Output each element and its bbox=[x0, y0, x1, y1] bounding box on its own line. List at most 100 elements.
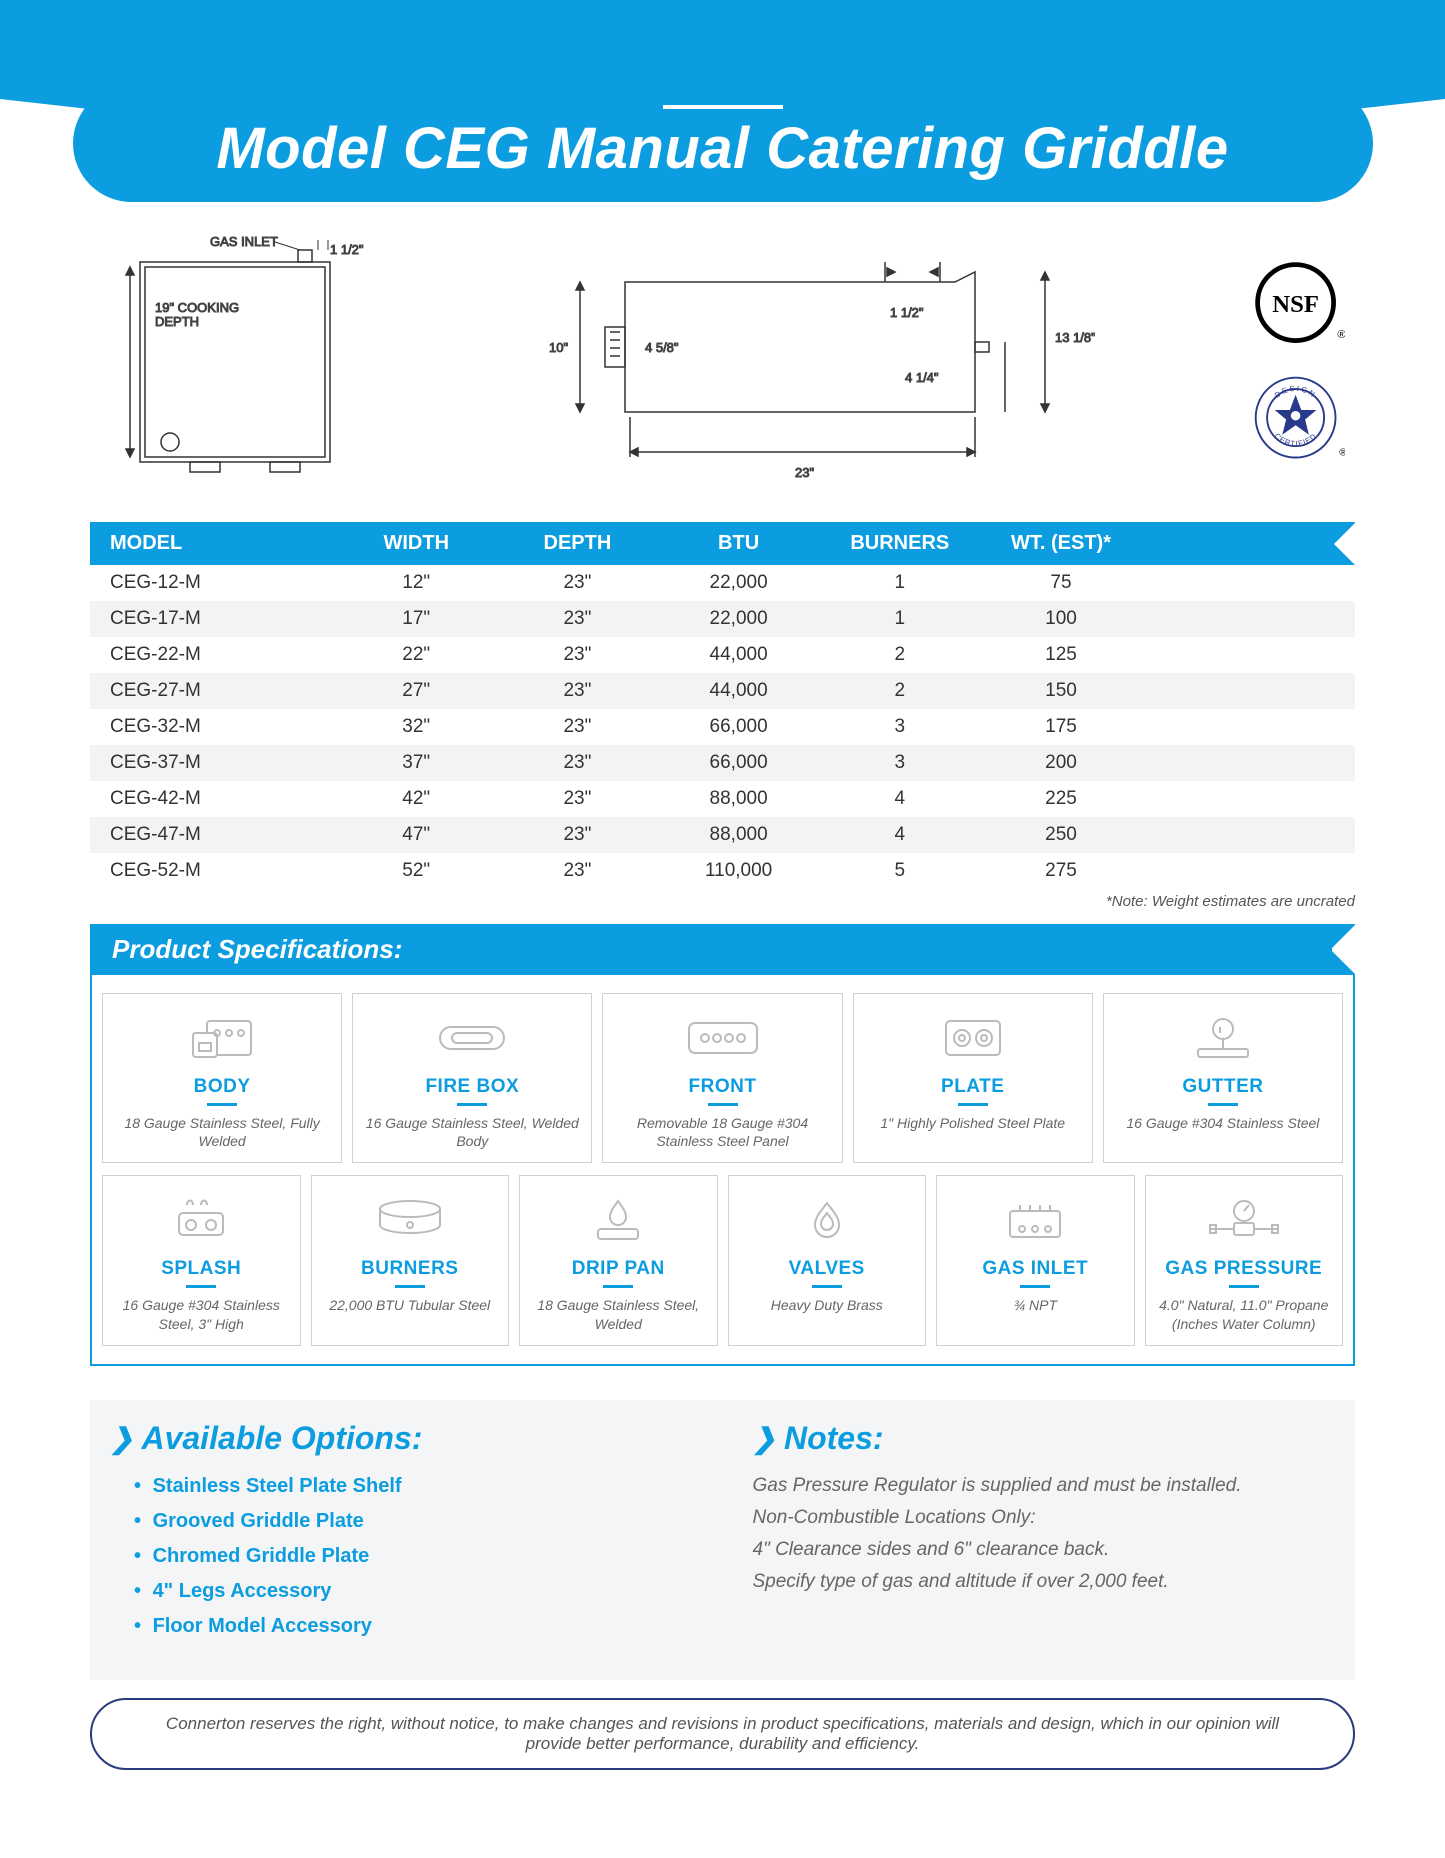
diagram-row: GAS INLET 1 1/2" 19" COOKING DEPTH bbox=[0, 202, 1445, 512]
table-cell: 66,000 bbox=[658, 752, 819, 774]
spec-underline bbox=[958, 1103, 988, 1106]
table-cell: 4 bbox=[819, 788, 980, 810]
csa-badge-icon: DESIGN CERTIFIED ® bbox=[1250, 372, 1345, 467]
spec-underline bbox=[1020, 1285, 1050, 1288]
model-table: MODEL WIDTH DEPTH BTU BURNERS WT. (EST)*… bbox=[90, 522, 1355, 889]
spec-title: BODY bbox=[194, 1076, 251, 1098]
table-cell: CEG-27-M bbox=[110, 680, 336, 702]
spec-desc: 16 Gauge #304 Stainless Steel, 3" High bbox=[111, 1296, 292, 1332]
svg-text:®: ® bbox=[1339, 448, 1345, 459]
table-cell: 47" bbox=[336, 824, 497, 846]
certifications: NSF ® DESIGN CERTIFIED ® bbox=[1250, 257, 1345, 467]
spec-card: FIRE BOX16 Gauge Stainless Steel, Welded… bbox=[352, 993, 592, 1163]
spec-icon bbox=[588, 1190, 648, 1250]
spec-underline bbox=[812, 1285, 842, 1288]
side-height: 10" bbox=[549, 340, 568, 355]
table-cell: 2 bbox=[819, 644, 980, 666]
spec-desc: Removable 18 Gauge #304 Stainless Steel … bbox=[611, 1114, 833, 1150]
spec-title: SPLASH bbox=[161, 1258, 241, 1280]
spec-card: GAS PRESSURE4.0" Natural, 11.0" Propane … bbox=[1145, 1175, 1344, 1345]
spec-underline bbox=[457, 1103, 487, 1106]
table-cell: 52" bbox=[336, 860, 497, 882]
note-item: 4" Clearance sides and 6" clearance back… bbox=[753, 1539, 1336, 1561]
spec-title: GAS PRESSURE bbox=[1165, 1258, 1322, 1280]
top-view-diagram: GAS INLET 1 1/2" 19" COOKING DEPTH bbox=[100, 232, 380, 492]
notes-heading: ❯Notes: bbox=[753, 1420, 1336, 1457]
spec-desc: Heavy Duty Brass bbox=[771, 1296, 883, 1314]
disclaimer: Connerton reserves the right, without no… bbox=[90, 1698, 1355, 1770]
table-cell: CEG-32-M bbox=[110, 716, 336, 738]
cooking-depth-2: DEPTH bbox=[155, 314, 199, 329]
table-cell: CEG-47-M bbox=[110, 824, 336, 846]
table-cell: 3 bbox=[819, 752, 980, 774]
table-row: CEG-42-M42"23"88,0004225 bbox=[90, 781, 1355, 817]
spec-title: FIRE BOX bbox=[425, 1076, 519, 1098]
table-cell: 23" bbox=[497, 752, 658, 774]
table-cell: 275 bbox=[980, 860, 1141, 882]
table-row: CEG-32-M32"23"66,0003175 bbox=[90, 709, 1355, 745]
table-row: CEG-22-M22"23"44,0002125 bbox=[90, 637, 1355, 673]
col-width: WIDTH bbox=[336, 532, 497, 555]
table-cell: 22,000 bbox=[658, 608, 819, 630]
col-wt: WT. (EST)* bbox=[980, 532, 1141, 555]
spec-icon bbox=[171, 1190, 231, 1250]
table-cell: 100 bbox=[980, 608, 1141, 630]
table-header: MODEL WIDTH DEPTH BTU BURNERS WT. (EST)* bbox=[90, 522, 1355, 565]
spec-title: GUTTER bbox=[1182, 1076, 1263, 1098]
spec-desc: 18 Gauge Stainless Steel, Welded bbox=[528, 1296, 709, 1332]
spec-icon bbox=[683, 1008, 763, 1068]
table-cell: 5 bbox=[819, 860, 980, 882]
table-row: CEG-52-M52"23"110,0005275 bbox=[90, 853, 1355, 889]
table-cell: CEG-42-M bbox=[110, 788, 336, 810]
table-cell: 44,000 bbox=[658, 680, 819, 702]
options-list: Stainless Steel Plate ShelfGrooved Gridd… bbox=[110, 1475, 693, 1638]
col-depth: DEPTH bbox=[497, 532, 658, 555]
table-row: CEG-27-M27"23"44,0002150 bbox=[90, 673, 1355, 709]
gas-inlet-label: GAS INLET bbox=[210, 234, 278, 249]
table-cell: 17" bbox=[336, 608, 497, 630]
notes-column: ❯Notes: Gas Pressure Regulator is suppli… bbox=[753, 1420, 1336, 1650]
table-cell: 23" bbox=[497, 572, 658, 594]
spec-desc: 22,000 BTU Tubular Steel bbox=[329, 1296, 490, 1314]
side-view-diagram: 10" 4 5/8" 1 1/2" 13 1/8" 4 1/4" 23" bbox=[535, 232, 1095, 492]
table-cell: 4 bbox=[819, 824, 980, 846]
col-model: MODEL bbox=[110, 532, 336, 555]
side-back-lip: 4 1/4" bbox=[905, 370, 939, 385]
table-cell: 88,000 bbox=[658, 824, 819, 846]
table-cell: 250 bbox=[980, 824, 1141, 846]
spec-card: GUTTER 16 Gauge #304 Stainless Steel bbox=[1103, 993, 1343, 1163]
table-body: CEG-12-M12"23"22,000175CEG-17-M17"23"22,… bbox=[90, 565, 1355, 889]
nsf-badge-icon: NSF ® bbox=[1250, 257, 1345, 352]
spec-icon bbox=[187, 1008, 257, 1068]
table-footnote: *Note: Weight estimates are uncrated bbox=[90, 893, 1355, 910]
table-cell: 23" bbox=[497, 824, 658, 846]
spec-underline bbox=[1208, 1103, 1238, 1106]
side-back-h: 13 1/8" bbox=[1055, 330, 1095, 345]
spec-row-2: SPLASH 16 Gauge #304 Stainless Steel, 3" … bbox=[102, 1175, 1343, 1345]
table-row: CEG-17-M17"23"22,0001100 bbox=[90, 601, 1355, 637]
table-cell: 27" bbox=[336, 680, 497, 702]
cooking-depth-1: 19" COOKING bbox=[155, 300, 239, 315]
spec-icon bbox=[797, 1190, 857, 1250]
col-btu: BTU bbox=[658, 532, 819, 555]
table-row: CEG-47-M47"23"88,0004250 bbox=[90, 817, 1355, 853]
spec-row-1: BODY18 Gauge Stainless Steel, Fully Weld… bbox=[102, 993, 1343, 1163]
table-cell: 1 bbox=[819, 608, 980, 630]
spec-title: FRONT bbox=[689, 1076, 757, 1098]
spec-card: FRONT Removable 18 Gauge #304 Stainless S… bbox=[602, 993, 842, 1163]
spec-desc: ¾ NPT bbox=[1013, 1296, 1057, 1314]
side-lip: 1 1/2" bbox=[890, 305, 924, 320]
spec-title: DRIP PAN bbox=[572, 1258, 665, 1280]
spec-card: VALVESHeavy Duty Brass bbox=[728, 1175, 927, 1345]
spec-title: BURNERS bbox=[361, 1258, 458, 1280]
table-cell: CEG-17-M bbox=[110, 608, 336, 630]
spec-desc: 16 Gauge #304 Stainless Steel bbox=[1126, 1114, 1319, 1132]
specs-heading: Product Specifications: bbox=[90, 924, 1355, 975]
table-row: CEG-37-M37"23"66,0003200 bbox=[90, 745, 1355, 781]
table-cell: 150 bbox=[980, 680, 1141, 702]
table-cell: 42" bbox=[336, 788, 497, 810]
spec-underline bbox=[603, 1285, 633, 1288]
title-container: Model CEG Manual Catering Griddle bbox=[73, 85, 1373, 202]
notes-list: Gas Pressure Regulator is supplied and m… bbox=[753, 1475, 1336, 1593]
spec-card: BODY18 Gauge Stainless Steel, Fully Weld… bbox=[102, 993, 342, 1163]
